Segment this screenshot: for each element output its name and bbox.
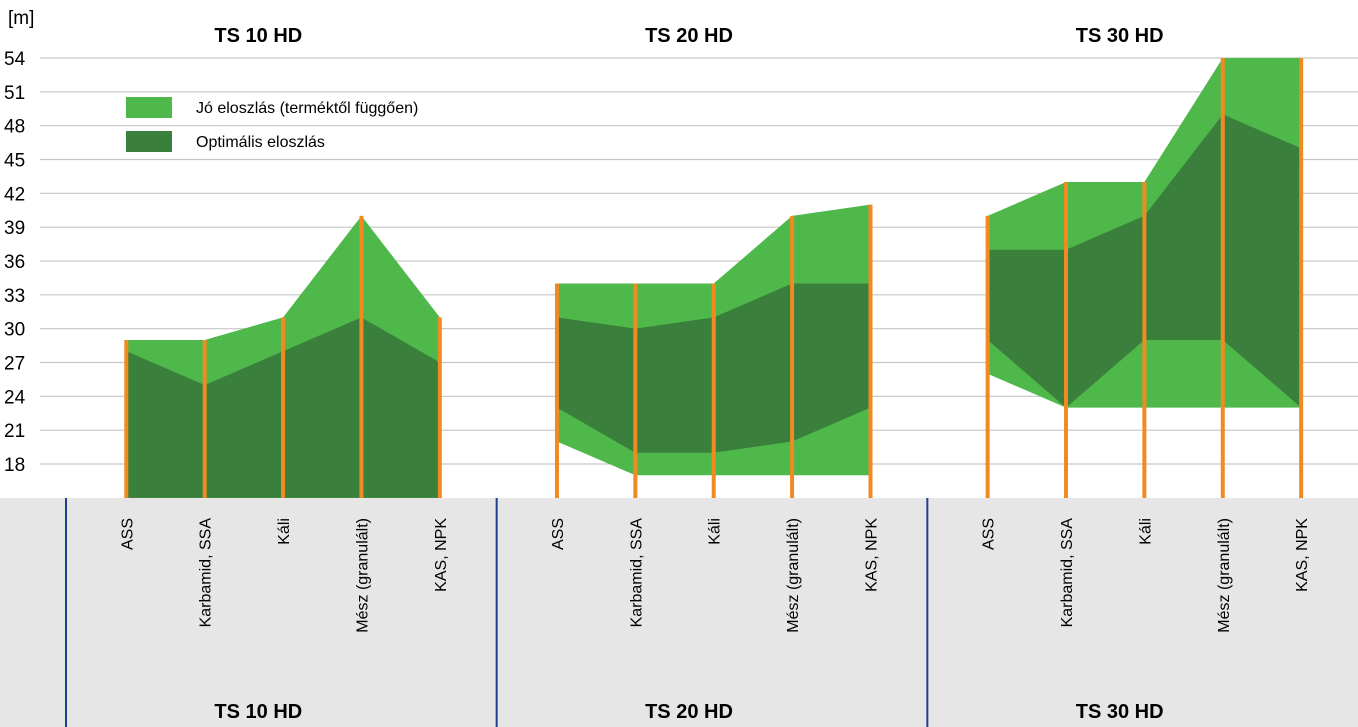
y-tick-label: 51 [4, 83, 25, 104]
legend-swatch [126, 131, 172, 152]
group-title-top: TS 20 HD [645, 25, 733, 47]
group-title-top: TS 10 HD [214, 25, 302, 47]
category-markers [124, 58, 1304, 498]
category-label: Karbamid, SSA [1059, 518, 1076, 628]
legend: Jó eloszlás (terméktől függően) Optimális… [126, 97, 418, 152]
group-title-bottom: TS 30 HD [1076, 701, 1164, 723]
category-label: ASS [981, 518, 998, 550]
category-label: KAS, NPK [863, 518, 880, 592]
legend-label: Optimális eloszlás [196, 134, 325, 151]
group-title-bottom: TS 20 HD [645, 701, 733, 723]
category-label: Mész (granulált) [785, 518, 802, 633]
group-title-bottom: TS 10 HD [214, 701, 302, 723]
category-label: Mész (granulált) [1216, 518, 1233, 633]
y-tick-label: 21 [4, 421, 25, 442]
y-axis-label: [m] [8, 8, 34, 29]
group-title-top: TS 30 HD [1076, 25, 1164, 47]
category-band-area [0, 498, 1358, 727]
y-tick-label: 45 [4, 151, 25, 172]
category-labels: ASS Karbamid, SSA Káli Mész (granulált) KAS,… [119, 518, 1311, 633]
category-label: Karbamid, SSA [198, 518, 215, 628]
category-band [0, 498, 1358, 727]
y-tick-label: 33 [4, 286, 25, 307]
y-tick-label: 36 [4, 252, 25, 273]
group-titles: TS 10 HD TS 10 HD TS 20 HD TS 20 HD TS 30 HD… [214, 25, 1163, 723]
y-tick-label: 30 [4, 320, 25, 341]
category-label: Mész (granulált) [354, 518, 371, 633]
y-tick-label: 48 [4, 117, 25, 138]
y-tick-label: 42 [4, 184, 25, 205]
y-tick-label: 24 [4, 387, 26, 408]
category-label: Káli [707, 518, 724, 545]
category-label: ASS [119, 518, 136, 550]
category-label: ASS [550, 518, 567, 550]
y-axis: [m] 18 21 24 27 30 33 36 39 42 45 48 51 54 [4, 8, 34, 476]
category-label: Karbamid, SSA [628, 518, 645, 628]
legend-label: Jó eloszlás (terméktől függően) [196, 100, 418, 117]
y-tick-label: 54 [4, 49, 26, 70]
y-tick-label: 39 [4, 218, 25, 239]
y-tick-label: 27 [4, 354, 25, 375]
category-label: KAS, NPK [1294, 518, 1311, 592]
category-label: Káli [1137, 518, 1154, 545]
legend-swatch [126, 97, 172, 118]
category-label: KAS, NPK [433, 518, 450, 592]
category-label: Káli [276, 518, 293, 545]
y-tick-label: 18 [4, 455, 25, 476]
